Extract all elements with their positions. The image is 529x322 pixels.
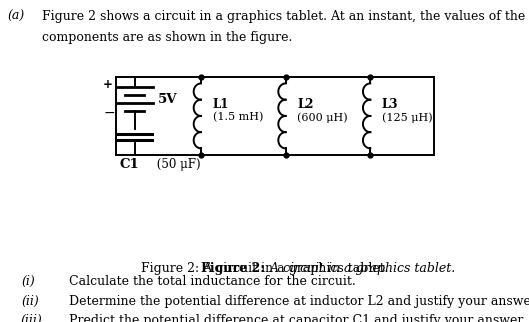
Text: L2: L2: [297, 98, 314, 111]
Text: (iii): (iii): [20, 314, 42, 322]
Text: (1.5 mH): (1.5 mH): [213, 112, 263, 123]
Text: L1: L1: [213, 98, 229, 111]
Text: A circuit in a graphics tablet.: A circuit in a graphics tablet.: [266, 262, 455, 275]
Text: (ii): (ii): [21, 295, 39, 308]
Text: (a): (a): [8, 10, 25, 23]
Text: +: +: [103, 78, 113, 91]
Text: (600 μH): (600 μH): [297, 112, 348, 123]
Text: −: −: [103, 106, 115, 120]
Text: (50 μF): (50 μF): [153, 158, 201, 171]
Text: Determine the potential difference at inductor L2 and justify your answer.: Determine the potential difference at in…: [69, 295, 529, 308]
Text: Calculate the total inductance for the circuit.: Calculate the total inductance for the c…: [69, 275, 355, 288]
Text: (125 μH): (125 μH): [382, 112, 433, 123]
Text: Figure 2: A circuit in a graphics tablet.: Figure 2: A circuit in a graphics tablet…: [141, 262, 388, 275]
Text: C1: C1: [120, 158, 140, 171]
Text: Figure 2:: Figure 2:: [200, 262, 264, 275]
Text: L3: L3: [382, 98, 398, 111]
Text: Figure 2 shows a circuit in a graphics tablet. At an instant, the values of the : Figure 2 shows a circuit in a graphics t…: [42, 10, 529, 23]
Text: Predict the potential difference at capacitor C1 and justify your answer.: Predict the potential difference at capa…: [69, 314, 526, 322]
Text: components are as shown in the figure.: components are as shown in the figure.: [42, 31, 293, 43]
Text: 5V: 5V: [158, 92, 177, 106]
Text: (i): (i): [21, 275, 35, 288]
